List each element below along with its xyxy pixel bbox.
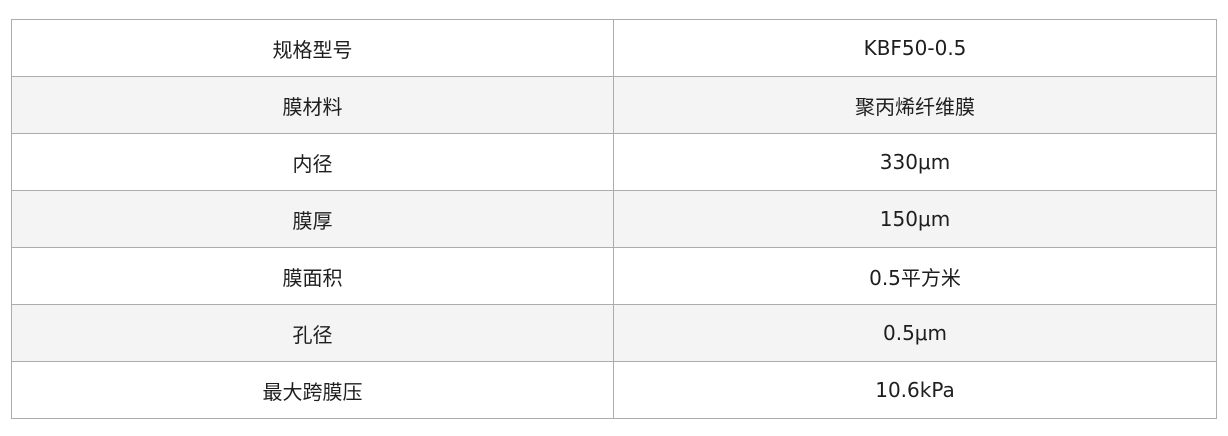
spec-value: 0.5平方米 <box>613 247 1217 305</box>
spec-label: 膜面积 <box>11 247 614 305</box>
table-row: 膜材料 聚丙烯纤维膜 <box>11 76 1217 134</box>
spec-label: 最大跨膜压 <box>11 361 614 419</box>
spec-value: KBF50-0.5 <box>613 19 1217 77</box>
spec-value: 10.6kPa <box>613 361 1217 419</box>
table-row: 最大跨膜压 10.6kPa <box>11 361 1217 419</box>
table-row: 膜厚 150μm <box>11 190 1217 248</box>
spec-label: 规格型号 <box>11 19 614 77</box>
spec-table: 规格型号 KBF50-0.5 膜材料 聚丙烯纤维膜 内径 330μm 膜厚 150μm … <box>11 19 1217 419</box>
spec-label: 内径 <box>11 133 614 191</box>
spec-value: 0.5μm <box>613 304 1217 362</box>
spec-label: 膜材料 <box>11 76 614 134</box>
table-row: 膜面积 0.5平方米 <box>11 247 1217 305</box>
spec-value: 150μm <box>613 190 1217 248</box>
table-row: 内径 330μm <box>11 133 1217 191</box>
spec-label: 膜厚 <box>11 190 614 248</box>
spec-value: 330μm <box>613 133 1217 191</box>
spec-label: 孔径 <box>11 304 614 362</box>
table-row: 规格型号 KBF50-0.5 <box>11 19 1217 77</box>
spec-value: 聚丙烯纤维膜 <box>613 76 1217 134</box>
table-row: 孔径 0.5μm <box>11 304 1217 362</box>
